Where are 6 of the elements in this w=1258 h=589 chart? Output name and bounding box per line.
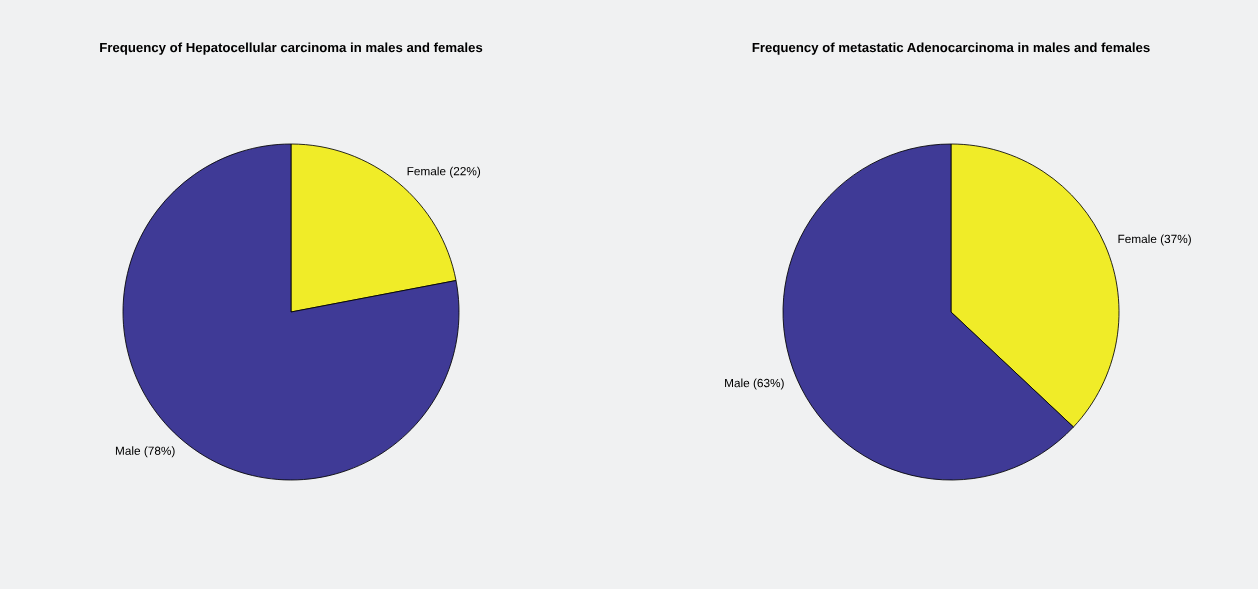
slice-label: Male (63%) bbox=[725, 378, 784, 390]
slice-label: Male (78%) bbox=[115, 446, 175, 458]
slice-label: Female (22%) bbox=[407, 166, 481, 178]
chart-title: Frequency of Hepatocellular carcinoma in males and females bbox=[100, 42, 483, 55]
slice-label: Female (37%) bbox=[1118, 234, 1191, 246]
chart-title: Frequency of metastatic Adenocarcinoma in males and females bbox=[752, 42, 1150, 55]
